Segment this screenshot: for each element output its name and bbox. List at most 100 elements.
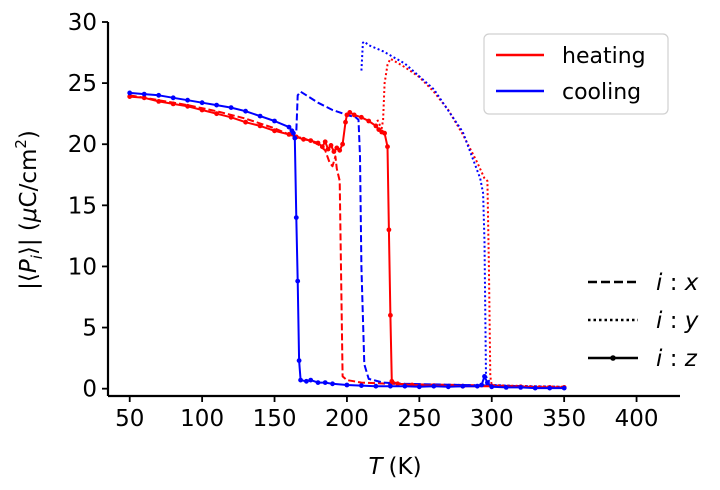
ticks: 50 100 150 200 250 300 350 400 0 5 10 15 20 25 30 <box>68 10 659 432</box>
legend-components: i : x i : y i : z <box>588 270 699 372</box>
x-axis-var: T <box>368 454 384 480</box>
legend-z-comp: z <box>684 346 698 372</box>
legend-y-var: i <box>656 308 663 334</box>
series-heating-z-point <box>373 123 379 129</box>
series-cooling-z-point <box>485 380 490 385</box>
series-heating-z-point <box>308 138 314 144</box>
series-heating-z-point <box>386 227 392 233</box>
series-heating-z-point <box>286 132 292 137</box>
y-label-unit: C/cm <box>16 149 42 208</box>
series-cooling-z-point <box>170 95 176 101</box>
x-tick-label: 100 <box>180 406 224 432</box>
series-heating-z-point <box>170 101 176 107</box>
series-heating-z-point <box>319 144 325 150</box>
axes <box>106 22 680 398</box>
y-label-end: ) <box>16 130 42 139</box>
series-cooling-z-point <box>474 383 480 389</box>
series-heating-z-point <box>214 111 220 117</box>
y-tick-label: 30 <box>68 10 97 36</box>
series-cooling-z-point <box>344 382 350 388</box>
series-cooling-z-point <box>330 381 335 387</box>
series-cooling-z-point <box>518 385 524 390</box>
legend-x-var: i <box>656 270 663 296</box>
legend-z-marker <box>610 355 616 361</box>
series-cooling-z-point <box>315 380 321 385</box>
series-heating-z-point <box>337 147 343 153</box>
series-cooling-z-point <box>292 135 298 141</box>
series-heating-z-point <box>315 140 321 146</box>
legend-y-comp: y <box>684 308 699 334</box>
y-label-prefix: |⟨ <box>16 273 42 290</box>
series-cooling-z-point <box>445 384 451 390</box>
series-heating-z-point <box>340 141 345 147</box>
series-heating-z-point <box>385 144 390 150</box>
legend-z-label: i : z <box>656 346 698 372</box>
series-heating-z-point <box>395 381 400 387</box>
series-heating-z-point <box>199 107 205 113</box>
series-cooling-z-point <box>298 377 303 383</box>
series-heating-z-point <box>301 136 306 142</box>
series-cooling-z-point <box>489 384 495 390</box>
series-heating-z-point <box>185 103 191 109</box>
series-heating-z-point <box>331 149 337 155</box>
y-tick-label: 0 <box>82 377 97 403</box>
series-cooling-z-point <box>185 97 191 103</box>
series-cooling-z-point <box>322 380 328 385</box>
y-tick-label: 25 <box>68 71 97 97</box>
series-heating-z-point <box>156 99 162 104</box>
legend-x-comp: x <box>684 270 699 296</box>
series-cooling-z-point <box>214 102 220 108</box>
series-cooling-z-point <box>561 385 567 391</box>
series-cooling-z-point <box>289 128 295 134</box>
series-cooling-z-point <box>304 378 309 384</box>
y-axis-label: |⟨Pi⟩| (μC/cm2) <box>12 130 46 290</box>
series-heating-z-point <box>272 128 277 134</box>
series-cooling-z-point <box>257 113 263 119</box>
series-cooling-z-point <box>416 384 422 390</box>
series-cooling-z-point <box>272 118 277 124</box>
series-cooling-x-line <box>295 90 521 388</box>
y-tick-label: 15 <box>68 193 97 219</box>
series-cooling-z-point <box>127 90 133 96</box>
series-cooling-z-point <box>199 100 205 106</box>
series-cooling-z-point <box>402 383 408 389</box>
series-heating-z-point <box>141 95 147 101</box>
series-cooling-z-point <box>286 124 292 130</box>
series-cooling-z-point <box>431 383 437 389</box>
legend-z-sep: : <box>662 346 684 372</box>
series-cooling-y-line <box>360 40 565 388</box>
series-cooling-z-point <box>479 382 484 388</box>
series-cooling-z-point <box>308 377 314 383</box>
y-label-var: P <box>16 259 42 273</box>
series-heating-z-point <box>243 119 249 125</box>
series-heating-z-point <box>127 94 133 99</box>
series-cooling-z-point <box>296 358 302 363</box>
x-tick-label: 400 <box>615 406 659 432</box>
y-label-sup: 2 <box>12 139 30 149</box>
series-cooling-z-point <box>243 108 249 114</box>
legend-z-var: i <box>656 346 663 372</box>
legend-x-sep: : <box>662 270 684 296</box>
series-heating-x-line <box>129 94 521 388</box>
x-tick-label: 50 <box>115 406 144 432</box>
x-tick-label: 150 <box>253 406 297 432</box>
y-tick-label: 10 <box>68 254 97 280</box>
x-tick-label: 250 <box>397 406 441 432</box>
y-tick-label: 20 <box>68 132 97 158</box>
x-tick-label: 200 <box>325 406 369 432</box>
x-tick-label: 300 <box>470 406 514 432</box>
legend-y-label: i : y <box>656 308 699 334</box>
series-cooling-z-point <box>295 278 301 284</box>
series-heating-z-point <box>322 139 328 145</box>
plot-lines <box>127 40 567 391</box>
series-heating-z-point <box>328 143 334 148</box>
series-heating-z-line <box>129 95 565 389</box>
series-heating-z-point <box>343 119 348 125</box>
series-cooling-z-point <box>388 383 393 389</box>
series-cooling-z-point <box>359 383 364 388</box>
series-cooling-z-point <box>228 105 234 110</box>
series-heating-z-point <box>228 114 234 120</box>
y-label-sub: i <box>28 254 46 259</box>
series-cooling-z-point <box>547 385 553 391</box>
